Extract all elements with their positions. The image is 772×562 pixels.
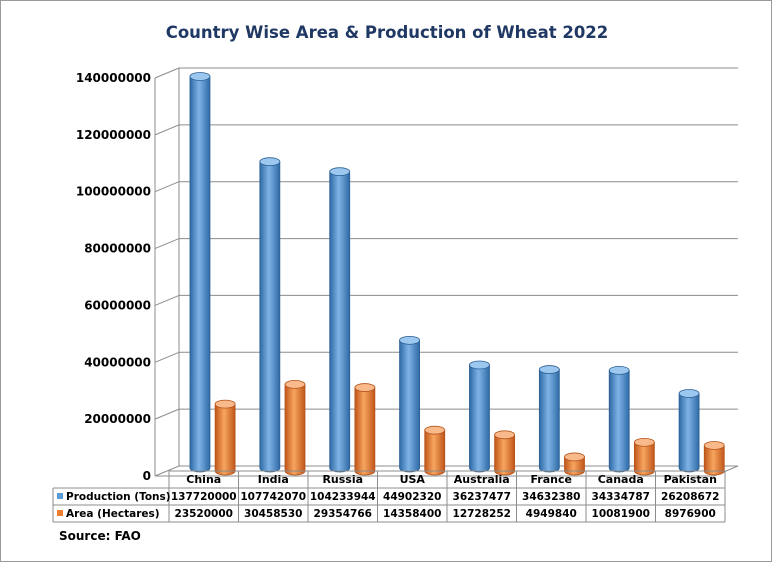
floor-plane (154, 465, 739, 477)
bar-production (189, 72, 211, 473)
gridline-side (154, 181, 180, 193)
table-value: 36237477 (453, 491, 511, 503)
bar-top (564, 452, 585, 462)
chart-title: Country Wise Area & Production of Wheat … (165, 23, 609, 42)
bar-top (633, 437, 655, 447)
bar-top (469, 360, 490, 370)
bar-body (608, 369, 630, 473)
y-tick-label: 20000000 (84, 412, 151, 426)
table-value: 12728252 (453, 508, 511, 520)
bar-area (354, 383, 376, 476)
table-value: 4949840 (526, 508, 577, 520)
bar-body (259, 161, 281, 473)
x-category-label: India (258, 473, 289, 486)
y-tick-label: 0 (143, 469, 151, 483)
bar-body (678, 393, 700, 473)
bar-production (678, 389, 700, 473)
bar-area (424, 425, 446, 476)
bar-production (538, 365, 560, 473)
source-note: Source: FAO (59, 529, 141, 543)
bar-top (399, 335, 420, 345)
bar-body (538, 369, 560, 473)
bar-production (399, 335, 420, 473)
bar-production (329, 167, 351, 473)
bar-body (424, 429, 446, 476)
bar-top (189, 72, 211, 81)
table-value: 8976900 (665, 508, 716, 520)
bar-top (284, 380, 306, 389)
bar-top (494, 430, 516, 440)
bar-body (633, 441, 655, 476)
x-category-label: France (531, 473, 572, 486)
bars-layer (189, 72, 725, 476)
table-value: 34334787 (592, 491, 650, 503)
gridline-side (154, 408, 180, 420)
bar-area (564, 452, 585, 476)
table-value: 10081900 (592, 508, 650, 520)
table-value: 30458530 (244, 508, 302, 520)
table-value: 34632380 (522, 491, 580, 503)
y-tick-label: 140000000 (76, 71, 151, 85)
x-category-label: China (186, 473, 221, 486)
bar-body (284, 384, 306, 476)
bar-body (354, 387, 376, 476)
bar-production (608, 365, 630, 473)
bar-production (469, 360, 490, 473)
x-category-label: USA (400, 473, 426, 486)
bar-top (538, 365, 560, 374)
table-value: 29354766 (314, 508, 372, 520)
table-value: 137720000 (171, 491, 237, 503)
y-tick-label: 60000000 (84, 298, 151, 312)
table-value: 44902320 (383, 491, 441, 503)
data-table: China India Russia USA Australia France Canada… (52, 470, 726, 523)
bar-top (703, 441, 725, 450)
bar-area (703, 441, 725, 476)
table-value: 104233944 (310, 491, 376, 503)
table-value: 23520000 (175, 508, 233, 520)
gridline-side (154, 351, 180, 363)
y-tick-label: 120000000 (76, 128, 151, 142)
bar-area (284, 380, 306, 476)
bar-body (399, 339, 420, 473)
table-value: 14358400 (383, 508, 441, 520)
bar-top (214, 399, 236, 409)
bar-top (424, 425, 446, 435)
y-tick-label: 100000000 (76, 185, 151, 199)
series-label: Production (Tons) (66, 491, 171, 503)
x-category-label: Canada (598, 473, 644, 486)
bar-body (189, 76, 211, 473)
bar-body (214, 403, 236, 476)
bar-top (354, 383, 376, 392)
table-value: 107742070 (240, 491, 306, 503)
bar-production (259, 157, 281, 473)
gridline-side (154, 67, 180, 79)
x-category-label: Russia (322, 473, 363, 486)
bar-top (329, 167, 351, 177)
bar-body (469, 364, 490, 473)
bar-top (608, 365, 630, 375)
x-category-label: Australia (454, 473, 510, 486)
y-tick-label: 80000000 (84, 242, 151, 256)
legend-key-area (57, 510, 63, 516)
bar-top (678, 389, 700, 398)
gridline-side (154, 124, 180, 136)
bar-area (494, 430, 516, 476)
bar-area (633, 437, 655, 476)
series-label: Area (Hectares) (66, 508, 160, 520)
table-value: 26208672 (661, 491, 719, 503)
gridline-side (154, 294, 180, 306)
bar-body (329, 171, 351, 473)
gridline-side (154, 238, 180, 250)
bar-body (494, 434, 516, 476)
legend-key-production (57, 493, 63, 499)
bar-area (214, 399, 236, 476)
x-category-label: Pakistan (664, 473, 717, 486)
y-tick-label: 40000000 (84, 355, 151, 369)
bar-top (259, 157, 281, 167)
